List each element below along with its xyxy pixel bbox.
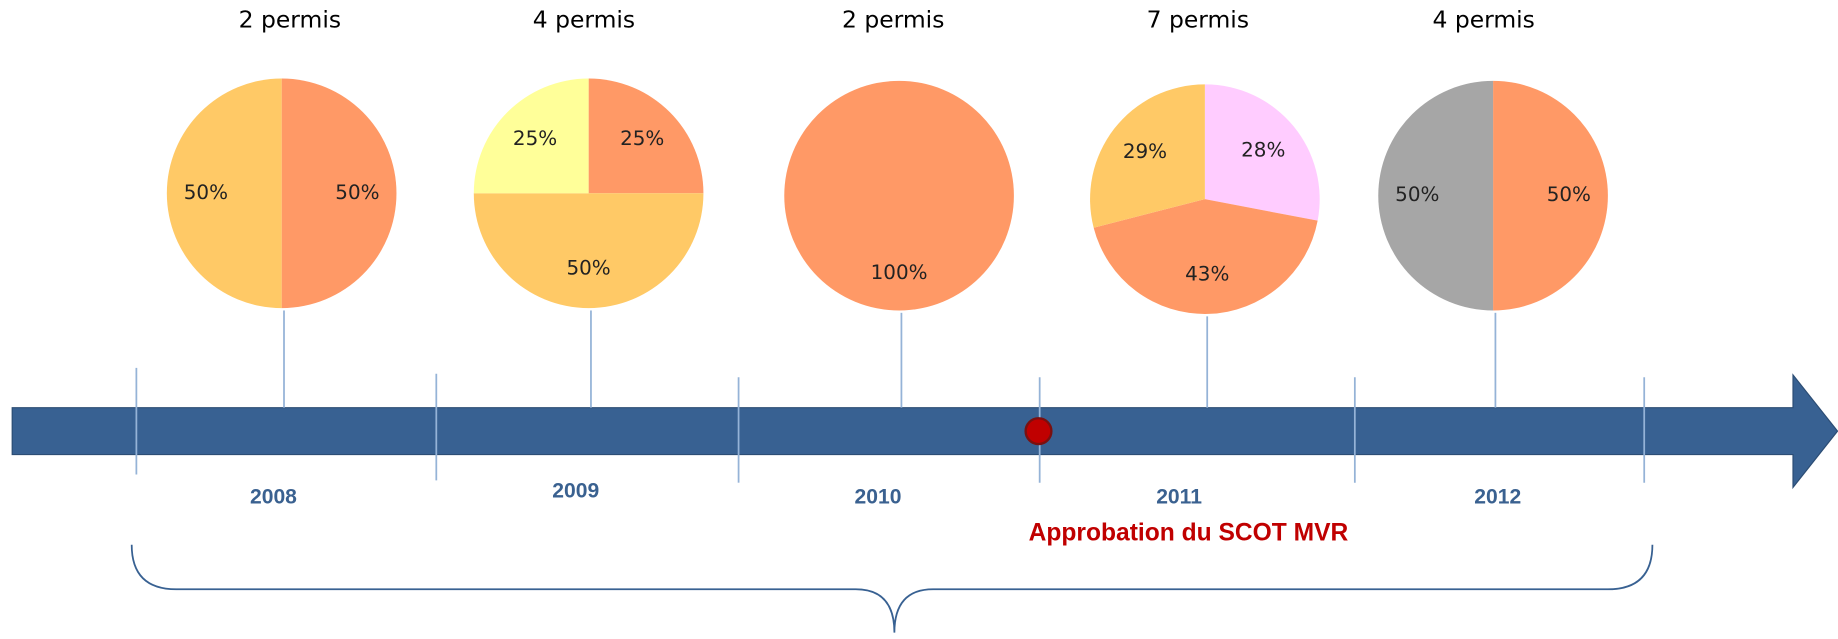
pie-label: 50%	[184, 181, 228, 204]
pie-title: 2 permis	[239, 6, 341, 34]
year-label: 2010	[855, 485, 902, 508]
year-label: 2011	[1156, 485, 1202, 508]
approval-label: Approbation du SCOT MVR	[1029, 520, 1349, 547]
pie-slice	[281, 78, 397, 309]
pie-label: 50%	[1395, 183, 1439, 206]
pie-title: 2 permis	[842, 6, 944, 34]
pie-label: 50%	[1547, 183, 1591, 206]
pie-slice	[1093, 199, 1318, 314]
pie-label: 28%	[1241, 138, 1285, 161]
pie-slice	[588, 78, 704, 194]
pie-slice	[473, 193, 704, 309]
pie-label: 100%	[871, 261, 928, 284]
pie-label: 50%	[335, 181, 379, 204]
year-label: 2008	[250, 485, 297, 508]
year-label: 2012	[1474, 485, 1521, 508]
pie-slice	[166, 78, 282, 309]
pie-slice	[1493, 80, 1608, 311]
pie-slice	[1204, 84, 1320, 221]
pie-label: 50%	[566, 257, 610, 280]
pie-label: 29%	[1123, 140, 1167, 163]
pie-title: 4 permis	[533, 6, 635, 34]
year-label: 2009	[552, 480, 599, 503]
timeline-arrow	[11, 373, 1838, 490]
period-brace	[130, 544, 1654, 633]
pie-label: 25%	[513, 127, 557, 150]
pie-slice	[784, 80, 1014, 311]
pie-slice	[1090, 84, 1205, 228]
pie-label: 25%	[620, 127, 664, 150]
pie-title: 7 permis	[1147, 6, 1249, 34]
pie-label: 43%	[1185, 262, 1229, 285]
timeline-ticks	[135, 367, 1646, 483]
pie-slice	[473, 78, 589, 194]
approval-marker	[1024, 417, 1053, 446]
pie-slice	[1378, 80, 1494, 311]
pie-title: 4 permis	[1433, 6, 1535, 34]
